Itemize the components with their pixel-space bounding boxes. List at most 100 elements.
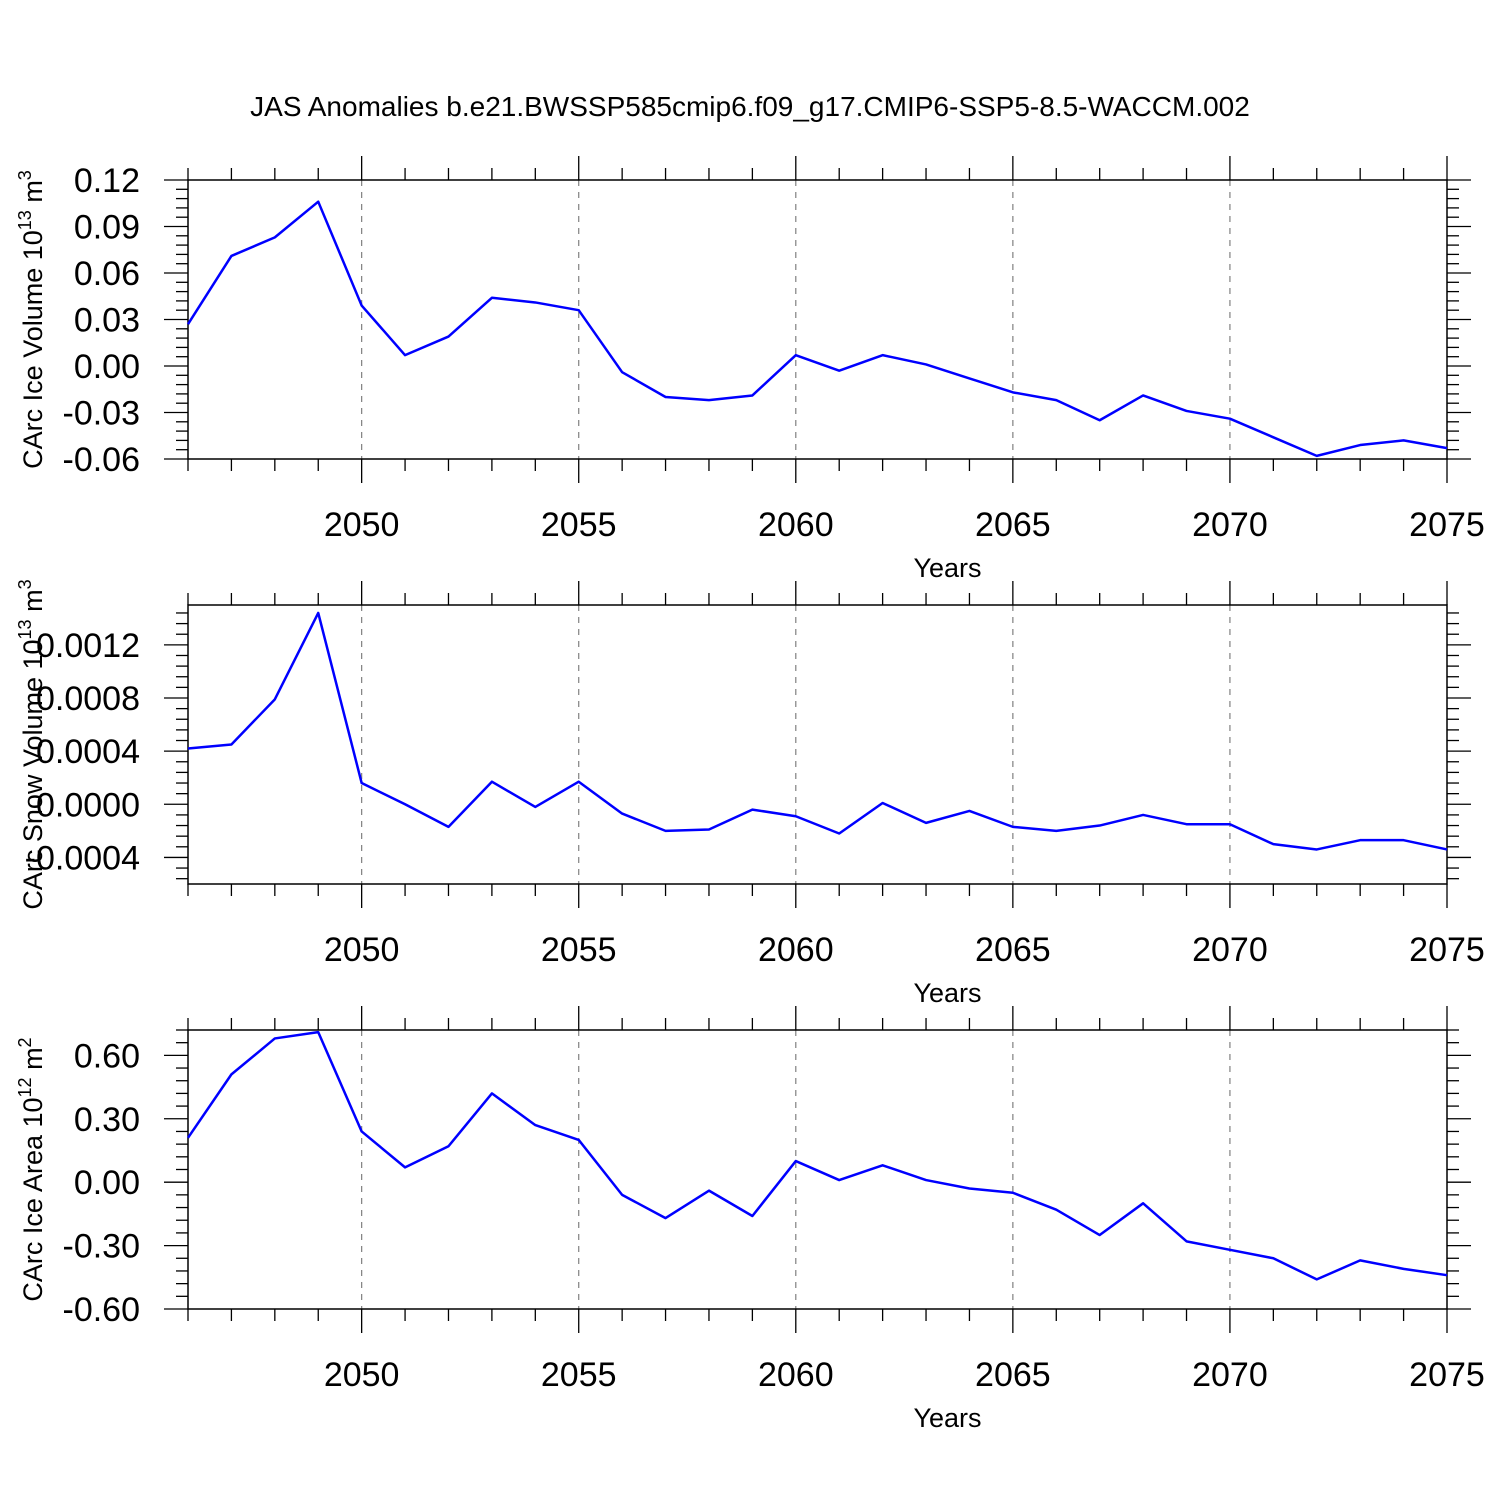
data-point [360,304,362,306]
x-tick-label: 2055 [541,506,617,544]
data-point [621,812,623,814]
x-tick-label: 2070 [1192,1356,1268,1394]
data-point [621,371,623,373]
data-point [621,1194,623,1196]
data-point [578,309,580,311]
y-axis-title: CArc Snow Volume 1013 m3 [15,579,48,909]
y-tick-label: 0.06 [74,255,140,293]
data-point [1055,399,1057,401]
data-point [1229,1249,1231,1251]
data-point [1055,1208,1057,1210]
y-axis-title-unit: m [18,180,48,210]
data-point [534,1124,536,1126]
data-point [881,1164,883,1166]
data-point [664,396,666,398]
y-axis-title: CArc Ice Volume 1013 m3 [15,170,48,469]
data-point [1402,839,1404,841]
data-point [1272,1257,1274,1259]
data-point [274,236,276,238]
y-axis-title-unit: m [18,1047,48,1077]
data-point [578,781,580,783]
series-line [186,200,1448,458]
y-tick-label: 0.09 [74,209,140,247]
data-point [968,810,970,812]
y-tick-label: -0.06 [63,441,141,479]
x-tick-label: 2055 [541,931,617,969]
y-axis-title-exp: 13 [15,210,35,230]
x-axis-title: Years [913,978,981,1008]
data-point [751,1215,753,1217]
x-tick-label: 2065 [975,1356,1051,1394]
y-tick-label: 0.0004 [36,733,140,771]
data-point [491,781,493,783]
x-tick-label: 2060 [758,931,834,969]
panel-1: 2050 2055 2060 2065 2070 2075 0.12 0.09 0.06 0.03… [15,156,1485,583]
data-point [708,828,710,830]
data-point [1272,436,1274,438]
data-point [1359,1259,1361,1261]
data-point [187,1137,189,1139]
data-point [1142,1202,1144,1204]
data-point [751,394,753,396]
data-point [795,1160,797,1162]
x-tick-label: 2060 [758,506,834,544]
data-point [447,335,449,337]
data-point [1316,1278,1318,1280]
data-point [1098,419,1100,421]
y-tick-label: 0.00 [74,348,140,386]
series-line [187,611,1448,851]
data-point [1012,391,1014,393]
y-axis-title-text: CArc Ice Volume 10 [18,230,48,469]
data-point [1446,447,1448,449]
data-point [1402,439,1404,441]
data-point [1055,830,1057,832]
data-point [274,1037,276,1039]
data-point [1446,1274,1448,1276]
data-point [230,255,232,257]
y-axis-title-unit-exp: 3 [15,170,35,180]
y-axis-title-exp: 12 [15,1077,35,1097]
data-point [491,297,493,299]
data-point [1142,814,1144,816]
data-point [1446,848,1448,850]
data-point [838,369,840,371]
data-point [1272,843,1274,845]
data-point [795,354,797,356]
data-point [1185,410,1187,412]
data-point [881,802,883,804]
data-point [1402,1268,1404,1270]
data-point [230,1073,232,1075]
data-point [447,826,449,828]
data-point [1142,394,1144,396]
panel-3: 2050 2055 2060 2065 2070 2075 0.60 0.30 0.00 -0.3… [15,1006,1485,1433]
data-point [1359,839,1361,841]
data-point [838,1179,840,1181]
data-point [360,1130,362,1132]
data-point [317,201,319,203]
y-axis-title-unit-exp: 3 [15,579,35,589]
data-point [404,1166,406,1168]
data-point [925,1179,927,1181]
series-line [186,1030,1448,1281]
y-axis-title-unit-exp: 2 [15,1037,35,1047]
x-tick-label: 2075 [1409,1356,1485,1394]
x-tick-label: 2050 [324,506,400,544]
data-point [1098,1234,1100,1236]
data-point [1012,826,1014,828]
y-axis-title-exp: 13 [15,619,35,639]
data-point [968,1187,970,1189]
x-tick-label: 2065 [975,506,1051,544]
y-tick-label: 0.0000 [36,786,140,824]
x-axis-title: Years [913,1403,981,1433]
data-point [664,830,666,832]
data-point [925,363,927,365]
data-point [404,354,406,356]
data-point [534,806,536,808]
y-tick-label: 0.30 [74,1101,140,1139]
data-point [751,808,753,810]
chart-title: JAS Anomalies b.e21.BWSSP585cmip6.f09_g1… [250,91,1250,122]
data-point [360,782,362,784]
data-point [1229,418,1231,420]
y-tick-label: 0.0012 [36,627,140,665]
